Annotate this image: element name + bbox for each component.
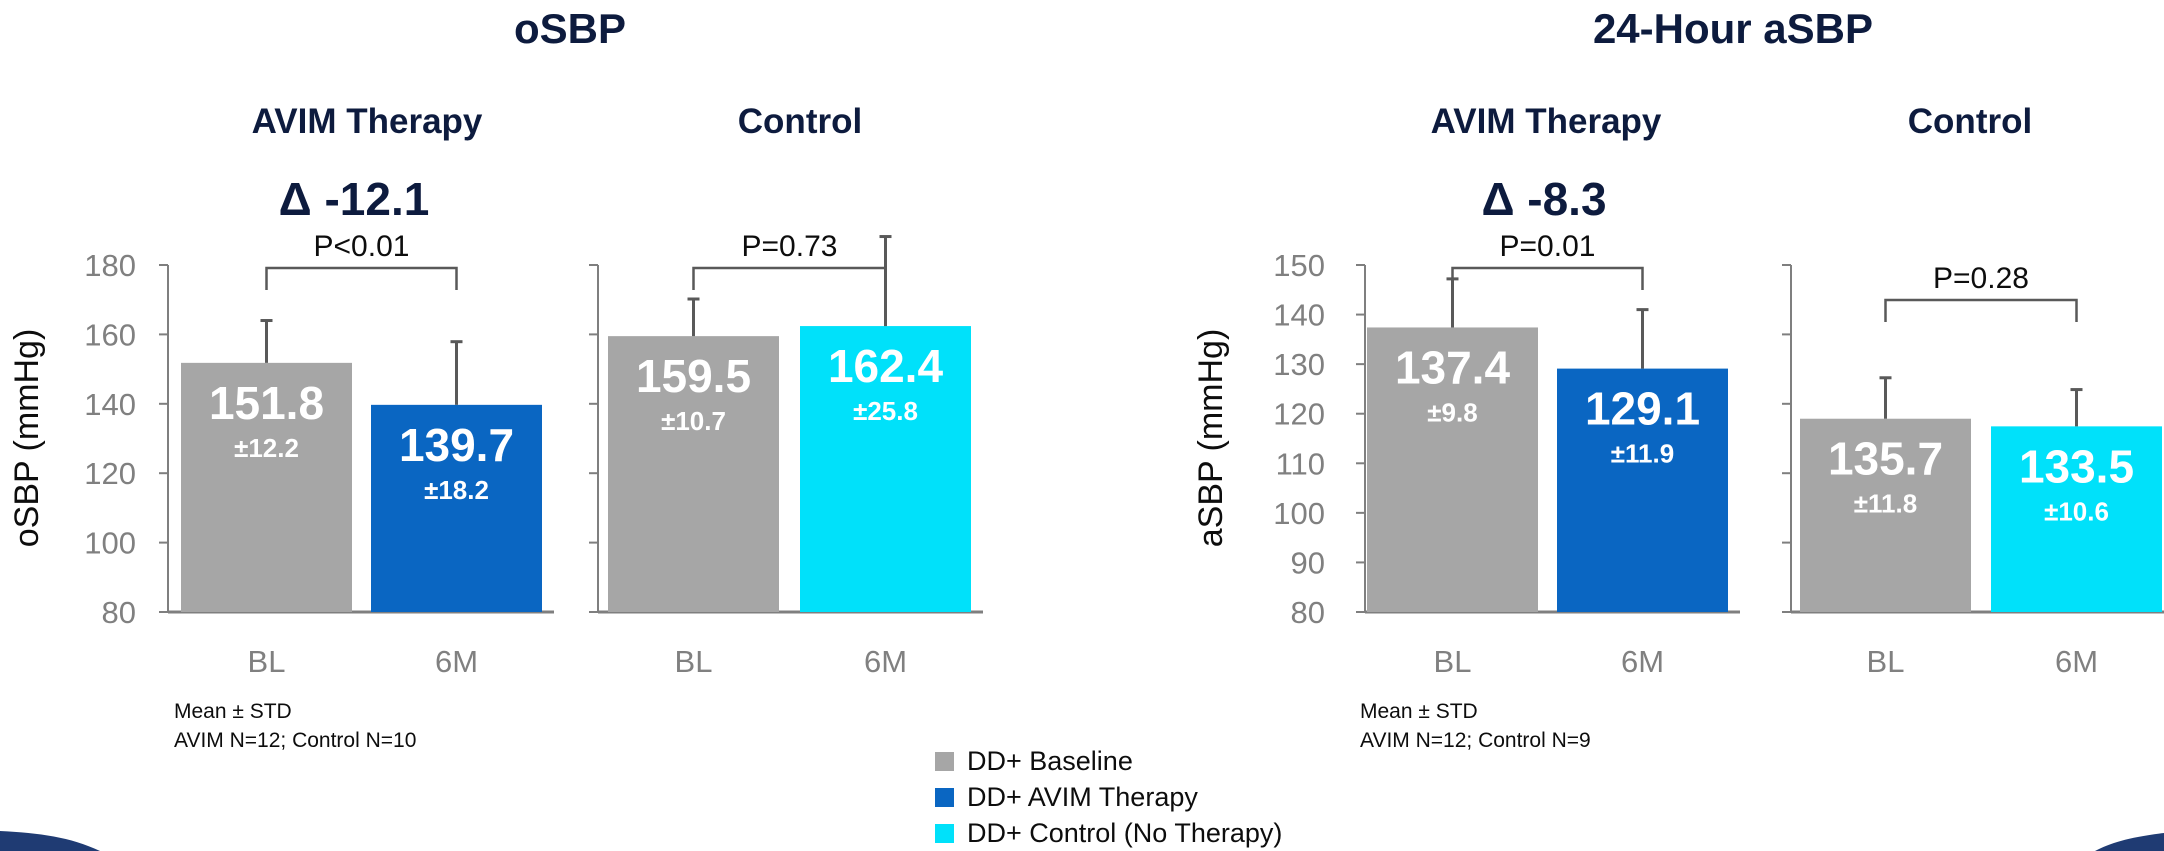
chart-panel-1: Control 159.5 ±10.7 BL 162.4 ±25.8 6M P=0.73 xyxy=(589,102,983,679)
bar-value-label: 151.8 xyxy=(209,377,324,429)
panel-title: AVIM Therapy xyxy=(252,102,483,141)
p-value-label: P=0.28 xyxy=(1933,262,2029,295)
x-category-label: 6M xyxy=(435,644,478,679)
bar-value-label: 159.5 xyxy=(636,350,751,402)
section-title: oSBP xyxy=(514,5,626,52)
x-category-label: 6M xyxy=(2055,644,2098,679)
chart-panel-0: AVIM Therapy Δ -12.1 80 100 120 140 160 180 151.… xyxy=(84,102,554,679)
section-title: 24-Hour aSBP xyxy=(1593,5,1873,52)
y-tick-label: 160 xyxy=(84,317,136,352)
bar-value-label: 133.5 xyxy=(2019,440,2134,492)
x-category-label: BL xyxy=(1434,644,1472,679)
bar xyxy=(1367,327,1538,612)
bar-value-label: 162.4 xyxy=(828,340,944,392)
bar xyxy=(1991,426,2162,612)
y-axis-label: aSBP (mmHg) xyxy=(1192,329,1230,548)
footnote-line: Mean ± STD xyxy=(1360,700,1478,723)
y-tick-label: 130 xyxy=(1273,347,1325,382)
significance-bracket xyxy=(265,266,458,290)
footnote-line: AVIM N=12; Control N=9 xyxy=(1360,729,1591,752)
y-tick-label: 110 xyxy=(1276,446,1325,481)
panel-title: Control xyxy=(1908,102,2032,141)
legend-swatch xyxy=(935,788,954,807)
bar-value-label: 139.7 xyxy=(399,419,514,471)
bar xyxy=(1800,418,1971,612)
legend-swatch xyxy=(935,824,954,843)
significance-bracket xyxy=(1884,298,2078,322)
bar-value-label: 135.7 xyxy=(1828,433,1943,485)
bar-std-label: ±11.9 xyxy=(1611,439,1674,469)
legend-swatch xyxy=(935,752,954,771)
footnote-line: Mean ± STD xyxy=(174,700,292,723)
legend-label: DD+ Control (No Therapy) xyxy=(967,818,1282,848)
y-tick-label: 100 xyxy=(84,526,136,561)
panel-title: AVIM Therapy xyxy=(1431,102,1662,141)
bar-value-label: 129.1 xyxy=(1585,383,1700,435)
y-tick-label: 80 xyxy=(1291,595,1325,630)
significance-bracket xyxy=(1451,266,1644,290)
bar-std-label: ±10.7 xyxy=(661,406,726,436)
bar-std-label: ±12.2 xyxy=(234,433,299,463)
bar xyxy=(608,336,779,612)
legend-label: DD+ Baseline xyxy=(967,746,1133,776)
chart-panel-3: Control 135.7 ±11.8 BL 133.5 ±10.6 6M P=0.28 xyxy=(1782,102,2164,679)
bar xyxy=(371,404,542,612)
significance-bracket xyxy=(692,266,887,290)
footnote-line: AVIM N=12; Control N=10 xyxy=(174,729,416,752)
bar-std-label: ±18.2 xyxy=(424,475,489,505)
x-category-label: 6M xyxy=(1621,644,1664,679)
y-tick-label: 120 xyxy=(1273,397,1325,432)
x-category-label: 6M xyxy=(864,644,907,679)
y-tick-label: 140 xyxy=(84,387,136,422)
swoosh-left xyxy=(0,831,100,851)
panel-title: Control xyxy=(738,102,862,141)
bar xyxy=(800,326,971,612)
y-tick-label: 140 xyxy=(1273,298,1325,333)
chart-panel-2: AVIM Therapy Δ -8.3 80 90 100 110 120 130 140 150… xyxy=(1273,102,1740,679)
x-category-label: BL xyxy=(1867,644,1905,679)
legend-label: DD+ AVIM Therapy xyxy=(967,782,1198,812)
p-value-label: P=0.01 xyxy=(1500,230,1596,263)
delta-label: Δ -12.1 xyxy=(279,173,430,225)
legend: DD+ Baseline DD+ AVIM Therapy DD+ Control … xyxy=(935,746,1282,848)
bar-std-label: ±25.8 xyxy=(853,396,918,426)
y-tick-label: 100 xyxy=(1273,496,1325,531)
delta-label: Δ -8.3 xyxy=(1481,173,1606,225)
bar-std-label: ±9.8 xyxy=(1427,397,1477,427)
swoosh-right xyxy=(2095,833,2164,851)
bar xyxy=(181,362,352,612)
x-category-label: BL xyxy=(675,644,713,679)
bar-std-label: ±11.8 xyxy=(1854,489,1917,519)
y-axis-label: oSBP (mmHg) xyxy=(8,329,46,548)
p-value-label: P<0.01 xyxy=(314,230,410,263)
bar-std-label: ±10.6 xyxy=(2044,496,2109,526)
y-tick-label: 120 xyxy=(84,456,136,491)
bar-value-label: 137.4 xyxy=(1395,341,1511,393)
p-value-label: P=0.73 xyxy=(742,230,838,263)
bar xyxy=(1557,368,1728,612)
y-tick-label: 180 xyxy=(84,248,136,283)
y-tick-label: 80 xyxy=(102,595,136,630)
chart-layer: oSBP oSBP (mmHg) Mean ± STD AVIM N=12; Cont… xyxy=(8,5,2164,848)
x-category-label: BL xyxy=(248,644,286,679)
y-tick-label: 90 xyxy=(1291,545,1325,580)
y-tick-label: 150 xyxy=(1273,248,1325,283)
decorative-swoosh xyxy=(0,831,2164,851)
